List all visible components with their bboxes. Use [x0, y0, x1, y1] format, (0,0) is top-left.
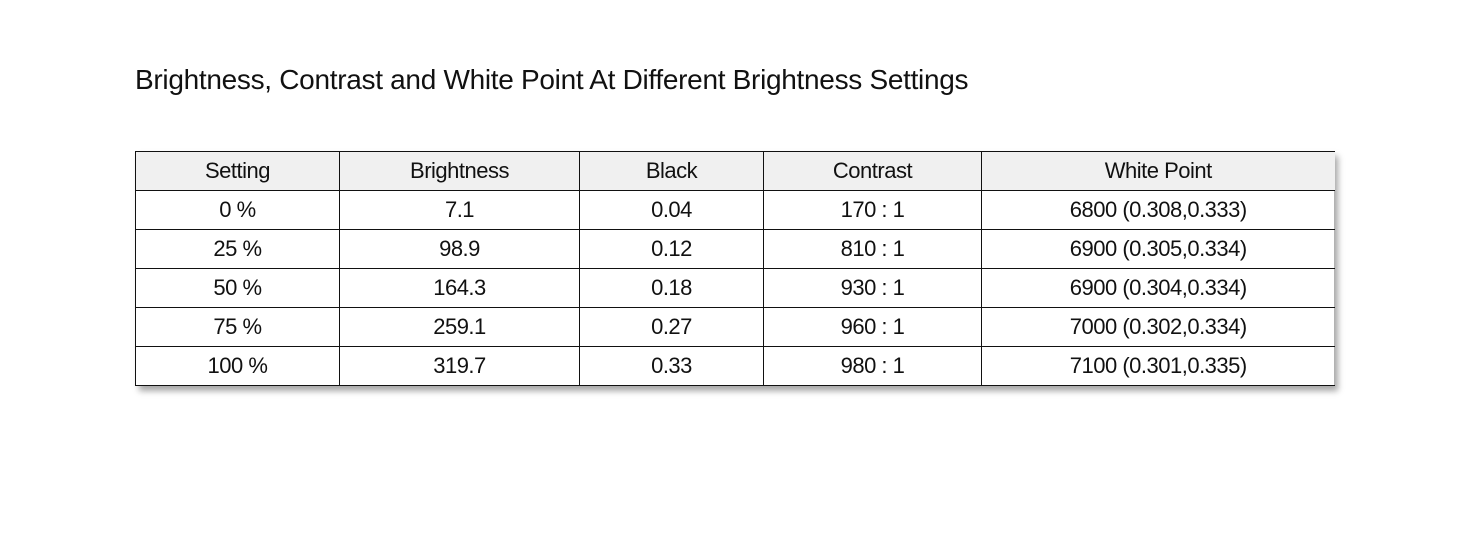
- cell-white-point: 6900 (0.304,0.334): [981, 268, 1335, 308]
- cell-contrast: 960 : 1: [763, 307, 982, 347]
- table-row: 50 % 164.3 0.18 930 : 1 6900 (0.304,0.334): [135, 268, 1335, 308]
- cell-contrast: 170 : 1: [763, 190, 982, 230]
- cell-setting: 50 %: [135, 268, 340, 308]
- header-row: Setting Brightness Black Contrast White Poin…: [135, 151, 1335, 191]
- cell-white-point: 6800 (0.308,0.333): [981, 190, 1335, 230]
- cell-white-point: 7000 (0.302,0.334): [981, 307, 1335, 347]
- cell-brightness: 164.3: [339, 268, 580, 308]
- cell-contrast: 930 : 1: [763, 268, 982, 308]
- cell-brightness: 98.9: [339, 229, 580, 269]
- column-header-brightness: Brightness: [339, 151, 580, 191]
- cell-black: 0.04: [579, 190, 764, 230]
- cell-setting: 0 %: [135, 190, 340, 230]
- cell-black: 0.33: [579, 346, 764, 386]
- page-title: Brightness, Contrast and White Point At …: [135, 64, 969, 95]
- cell-black: 0.12: [579, 229, 764, 269]
- column-header-setting: Setting: [135, 151, 340, 191]
- table-row: 100 % 319.7 0.33 980 : 1 7100 (0.301,0.335): [135, 346, 1335, 386]
- cell-brightness: 259.1: [339, 307, 580, 347]
- cell-white-point: 6900 (0.305,0.334): [981, 229, 1335, 269]
- data-table-container: Setting Brightness Black Contrast White Poin…: [135, 151, 1335, 386]
- cell-setting: 100 %: [135, 346, 340, 386]
- cell-white-point: 7100 (0.301,0.335): [981, 346, 1335, 386]
- cell-black: 0.27: [579, 307, 764, 347]
- table-row: 75 % 259.1 0.27 960 : 1 7000 (0.302,0.334): [135, 307, 1335, 347]
- cell-setting: 75 %: [135, 307, 340, 347]
- column-header-contrast: Contrast: [763, 151, 982, 191]
- cell-setting: 25 %: [135, 229, 340, 269]
- cell-contrast: 980 : 1: [763, 346, 982, 386]
- table-row: 25 % 98.9 0.12 810 : 1 6900 (0.305,0.334): [135, 229, 1335, 269]
- cell-brightness: 7.1: [339, 190, 580, 230]
- column-header-black: Black: [579, 151, 764, 191]
- column-header-white-point: White Point: [981, 151, 1335, 191]
- data-table: Setting Brightness Black Contrast White Poin…: [135, 151, 1335, 386]
- cell-black: 0.18: [579, 268, 764, 308]
- table-row: 0 % 7.1 0.04 170 : 1 6800 (0.308,0.333): [135, 190, 1335, 230]
- cell-brightness: 319.7: [339, 346, 580, 386]
- cell-contrast: 810 : 1: [763, 229, 982, 269]
